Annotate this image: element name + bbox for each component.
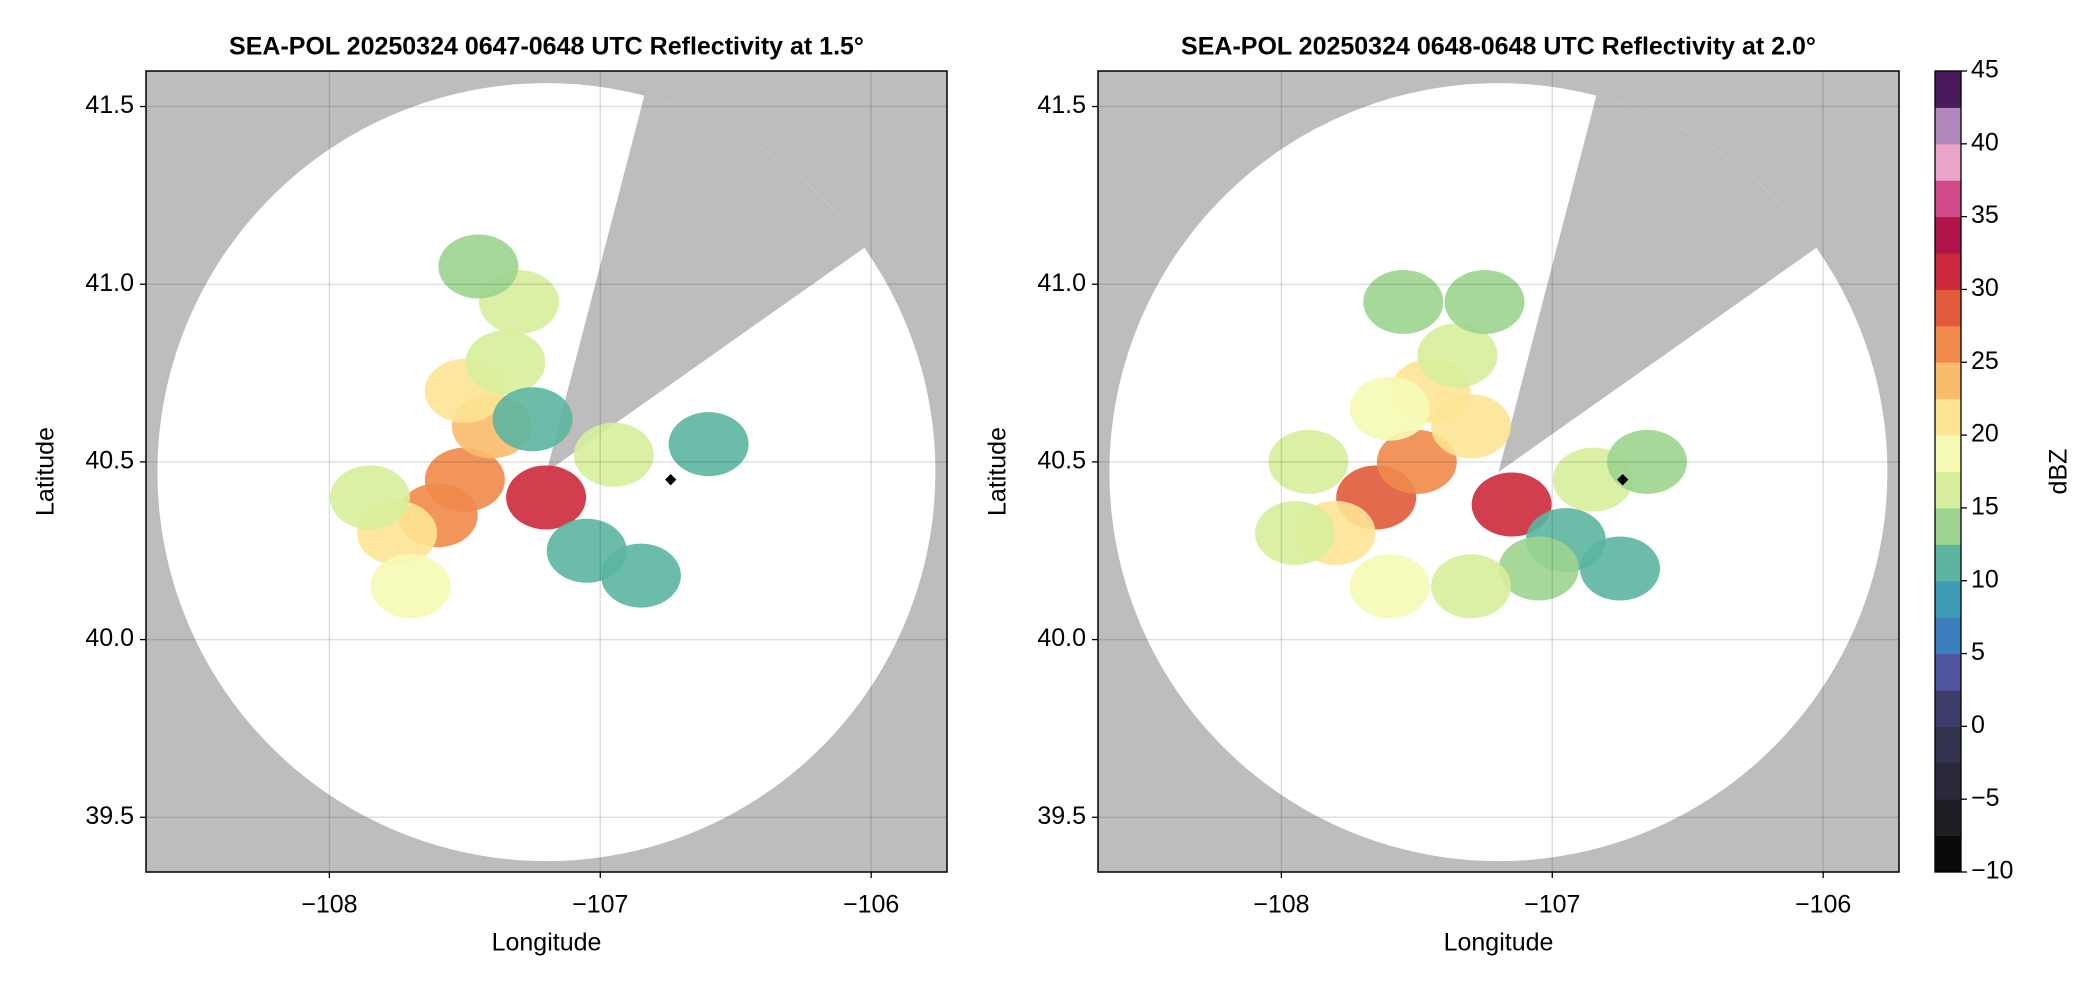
echo	[668, 412, 749, 477]
y-tick-label: 40.5	[1037, 447, 1086, 475]
x-tick-label: −108	[301, 891, 357, 919]
colorbar-segment	[1935, 617, 1961, 655]
x-tick-label: −108	[1253, 891, 1309, 919]
echo	[465, 330, 546, 395]
chart-title: SEA-POL 20250324 0648-0648 UTC Reflectiv…	[1181, 33, 1816, 61]
colorbar-tick-label: 45	[1971, 56, 1999, 84]
y-tick-label: 41.5	[1037, 91, 1086, 119]
colorbar-tick-label: 5	[1971, 638, 1985, 666]
colorbar-segment	[1935, 325, 1961, 363]
colorbar-segment	[1935, 689, 1961, 727]
blocked-sector	[1498, 95, 1817, 473]
colorbar-segment	[1935, 216, 1961, 254]
x-axis-label: Longitude	[492, 929, 602, 957]
x-tick-label: −107	[1524, 891, 1580, 919]
y-tick-label: 40.0	[85, 624, 134, 652]
colorbar-segment	[1935, 180, 1961, 218]
echo	[573, 422, 654, 487]
y-tick-label: 39.5	[1037, 802, 1086, 830]
colorbar-segment	[1935, 544, 1961, 582]
colorbar-segment	[1935, 762, 1961, 800]
colorbar-tick-label: 0	[1971, 711, 1985, 739]
y-axis-label: Latitude	[984, 427, 1012, 516]
echo	[438, 234, 519, 299]
colorbar-tick-label: 20	[1971, 420, 1999, 448]
colorbar-segment	[1935, 398, 1961, 436]
y-tick-label: 41.0	[1037, 269, 1086, 297]
echo	[1471, 472, 1552, 537]
colorbar-segment	[1935, 726, 1961, 764]
y-tick-label: 39.5	[85, 802, 134, 830]
colorbar-segment	[1935, 107, 1961, 145]
colorbar-segment	[1935, 580, 1961, 618]
y-tick-label: 40.0	[1037, 624, 1086, 652]
echo	[1444, 269, 1525, 334]
y-tick-label: 41.0	[85, 269, 134, 297]
colorbar-segment	[1935, 653, 1961, 691]
plot-area	[146, 71, 947, 872]
colorbar-label: dBZ	[2045, 449, 2073, 495]
axes-frame	[1097, 70, 1900, 873]
colorbar-tick-label: 30	[1971, 274, 1999, 302]
echo	[1363, 269, 1444, 334]
colorbar-segment	[1935, 799, 1961, 837]
echo	[1431, 554, 1512, 619]
colorbar-tick-label: −10	[1971, 857, 2013, 885]
colorbar-tick-label: 15	[1971, 493, 1999, 521]
echo	[1376, 429, 1457, 494]
colorbar-segment	[1935, 507, 1961, 545]
colorbar-frame	[1934, 70, 1962, 873]
echo	[330, 465, 411, 530]
echo	[1254, 500, 1335, 565]
colorbar-segment	[1935, 253, 1961, 290]
colorbar-segment	[1935, 289, 1961, 327]
colorbar-segment	[1935, 362, 1961, 400]
colorbar-segment	[1935, 143, 1961, 181]
colorbar-tick-label: 35	[1971, 201, 1999, 229]
echo	[1579, 536, 1660, 601]
echo	[600, 543, 681, 608]
echo	[1268, 429, 1349, 494]
x-axis-label: Longitude	[1444, 929, 1554, 957]
echo	[492, 387, 573, 452]
blocked-sector	[546, 95, 865, 473]
colorbar-tick-label: −5	[1971, 784, 2000, 812]
chart-title: SEA-POL 20250324 0647-0648 UTC Reflectiv…	[229, 33, 864, 61]
echo	[1498, 536, 1579, 601]
colorbar-tick-label: 40	[1971, 128, 1999, 156]
x-tick-label: −106	[843, 891, 899, 919]
x-tick-label: −107	[572, 891, 628, 919]
y-axis-label: Latitude	[32, 427, 60, 516]
echo	[1349, 376, 1430, 441]
colorbar-segment	[1935, 71, 1961, 108]
colorbar-tick-label: 25	[1971, 347, 1999, 375]
echo	[1349, 554, 1430, 619]
colorbar-tick-label: 10	[1971, 565, 1999, 593]
colorbar-segment	[1935, 835, 1961, 873]
colorbar-segment	[1935, 435, 1961, 472]
echo	[424, 447, 505, 512]
y-tick-label: 40.5	[85, 447, 134, 475]
site-marker	[665, 474, 677, 486]
plot-area	[1098, 71, 1899, 872]
axes-frame	[145, 70, 948, 873]
colorbar-segment	[1935, 471, 1961, 509]
echo	[1607, 429, 1688, 494]
echo	[370, 554, 451, 619]
echo	[506, 465, 587, 530]
y-tick-label: 41.5	[85, 91, 134, 119]
echo	[1417, 323, 1498, 388]
x-tick-label: −106	[1795, 891, 1851, 919]
site-marker	[1617, 474, 1629, 486]
